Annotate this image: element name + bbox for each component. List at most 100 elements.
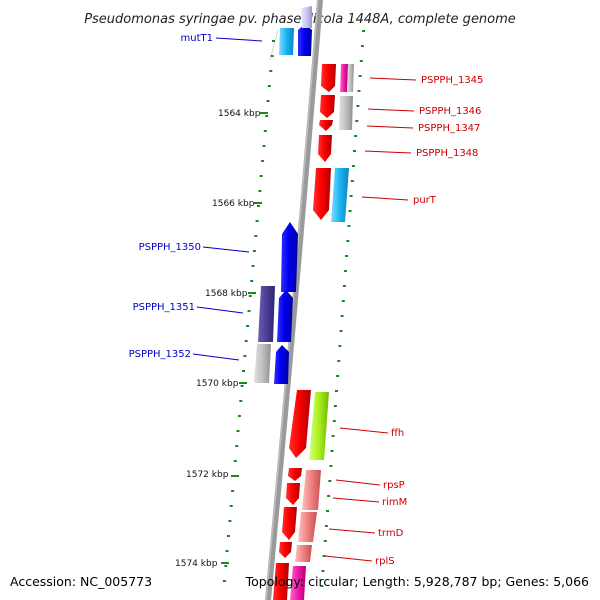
label-connector <box>196 306 244 314</box>
track-dot <box>331 435 335 437</box>
track-dot <box>236 430 240 432</box>
gene-label-PSPPH_1346[interactable]: PSPPH_1346 <box>419 106 481 117</box>
gene-label-PSPPH_1347[interactable]: PSPPH_1347 <box>418 123 480 134</box>
gene-label-PSPPH_1352[interactable]: PSPPH_1352 <box>129 349 191 360</box>
accession-text: Accession: NC_005773 <box>10 574 152 589</box>
track-dot <box>228 520 232 522</box>
track-dot <box>322 555 326 557</box>
track-dot <box>342 285 346 287</box>
track-dot <box>328 480 332 482</box>
track-dot <box>324 525 328 527</box>
gene-arrow-cyan[interactable] <box>279 28 294 55</box>
track-dot <box>255 220 259 222</box>
track-dot <box>248 295 252 297</box>
track-dot <box>261 160 265 162</box>
label-connector <box>335 479 381 486</box>
gene-label-mutT1[interactable]: mutT1 <box>181 33 213 44</box>
label-connector <box>332 497 380 503</box>
track-dot <box>252 250 256 252</box>
track-dot <box>349 195 353 197</box>
gene-arrow-lavender[interactable] <box>301 6 312 28</box>
topology-text: Topology: circular; Length: 5,928,787 bp… <box>245 574 589 589</box>
label-connector <box>369 77 417 81</box>
gene-arrow-cyan-purT[interactable] <box>331 168 349 222</box>
gene-arrow-PSPPH_1351[interactable] <box>258 286 275 342</box>
gene-label-rplS[interactable]: rplS <box>375 556 395 567</box>
track-dot <box>227 535 230 537</box>
gene-label-trmD[interactable]: trmD <box>378 528 404 539</box>
track-dot <box>354 135 358 137</box>
gene-arrow-pink[interactable] <box>340 64 348 92</box>
gene-arrow-red-bottom[interactable] <box>273 563 289 600</box>
gene-arrow-PSPPH_1345[interactable] <box>321 64 336 92</box>
gene-arrow-trmD[interactable] <box>282 507 297 540</box>
gene-arrow-purT[interactable] <box>313 168 331 220</box>
track-dot <box>237 415 241 417</box>
gene-arrow-gray-1352[interactable] <box>254 344 271 383</box>
gene-arrow-salmon-3[interactable] <box>295 545 312 562</box>
map-title: Pseudomonas syringae pv. phaseolicola 14… <box>84 12 516 27</box>
tick-scale: 1564 kbp 1566 kbp 1568 kbp 1570 kbp 1572… <box>175 109 268 569</box>
track-dot <box>233 460 237 462</box>
gene-arrow-salmon-2[interactable] <box>298 512 317 542</box>
track-dot <box>243 355 247 357</box>
track-dot <box>272 40 275 42</box>
gene-arrow-PSPPH_1346[interactable] <box>320 95 335 118</box>
gene-arrow-PSPPH_1348[interactable] <box>318 135 332 162</box>
label-connector <box>339 427 389 434</box>
track-dot <box>338 345 342 347</box>
gene-arrow-salmon-1[interactable] <box>302 470 321 510</box>
track-dot <box>327 495 331 497</box>
track-dot <box>266 100 270 102</box>
track-dot <box>247 310 251 312</box>
gene-arrow-PSPPH_1347[interactable] <box>319 120 333 131</box>
gene-arrow-ffh[interactable] <box>289 390 311 458</box>
gene-arrow-PSPPH_1350[interactable] <box>281 222 298 292</box>
gene-arrow-gray-1346[interactable] <box>339 96 353 130</box>
track-dot <box>359 60 363 62</box>
track-dot <box>225 550 229 552</box>
gene-label-rpsP[interactable]: rpsP <box>383 480 405 491</box>
track-dot <box>224 565 228 567</box>
gene-label-rimM[interactable]: rimM <box>382 497 407 508</box>
track-dot <box>263 130 267 132</box>
gene-label-ffh[interactable]: ffh <box>391 428 404 439</box>
track-dot <box>242 370 245 372</box>
track-dot <box>344 270 347 272</box>
track-dot <box>258 190 262 192</box>
track-dot <box>355 120 359 122</box>
gene-labels: mutT1 PSPPH_1345 PSPPH_1346 PSPPH_1347 P… <box>129 33 484 567</box>
reverse-strand-genes <box>273 64 354 600</box>
gene-arrow-rimM[interactable] <box>286 483 300 505</box>
gene-label-PSPPH_1348[interactable]: PSPPH_1348 <box>416 148 478 159</box>
track-dot <box>222 580 226 582</box>
track-dot <box>254 235 258 237</box>
gene-arrow-gray-1345[interactable] <box>347 64 354 92</box>
track-dot <box>269 70 273 72</box>
gene-label-PSPPH_1350[interactable]: PSPPH_1350 <box>139 242 201 253</box>
track-dot <box>259 175 263 177</box>
gene-label-PSPPH_1351[interactable]: PSPPH_1351 <box>133 302 195 313</box>
track-dot <box>335 390 338 392</box>
gene-arrow-lime[interactable] <box>309 392 329 460</box>
track-dot <box>332 420 336 422</box>
gene-label-purT[interactable]: purT <box>413 195 437 206</box>
track-dot <box>341 300 345 302</box>
gene-arrow-PSPPH_1352[interactable] <box>274 345 289 384</box>
gene-arrow-pink-bottom[interactable] <box>290 566 306 600</box>
track-dot <box>333 405 337 407</box>
gene-arrow-rplS[interactable] <box>279 542 292 558</box>
track-dot <box>320 585 324 587</box>
track-dot <box>357 90 361 92</box>
gene-arrow-mutT1[interactable] <box>298 24 312 56</box>
track-dot <box>358 75 362 77</box>
track-dot <box>356 105 360 107</box>
track-dot <box>362 30 365 32</box>
gene-label-PSPPH_1345[interactable]: PSPPH_1345 <box>421 75 483 86</box>
gene-arrow-blue-1351[interactable] <box>277 290 293 342</box>
gene-arrow-rpsP[interactable] <box>288 468 302 481</box>
track-dot <box>246 325 250 327</box>
tick-label: 1564 kbp <box>218 109 261 119</box>
track-dot <box>239 400 243 402</box>
